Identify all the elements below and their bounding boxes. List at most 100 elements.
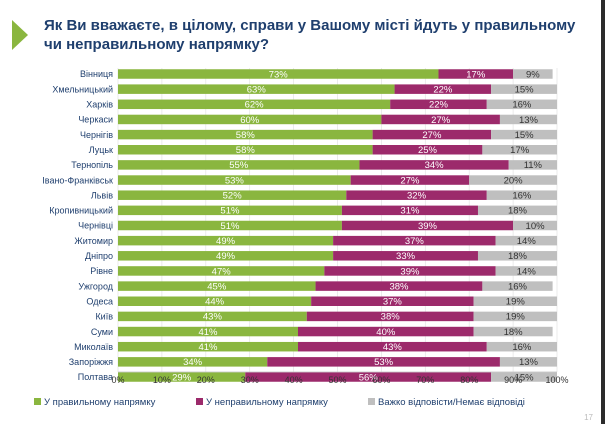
bar-segment [118, 99, 391, 110]
data-label: 17% [466, 69, 486, 80]
data-label: 19% [506, 312, 526, 323]
bar-segment [118, 205, 342, 216]
bar-segment [486, 99, 557, 110]
legend-label: Важко відповісти/Немає відповіді [378, 397, 525, 408]
title-accent-arrow-icon [12, 20, 28, 50]
category-label: Одеса [86, 296, 113, 306]
data-label: 43% [203, 312, 223, 323]
category-label: Запоріжжя [69, 357, 113, 367]
data-label: 16% [512, 191, 532, 202]
data-label: 33% [396, 251, 416, 262]
data-label: 47% [212, 266, 232, 277]
bar-segment [333, 251, 478, 261]
bar-segment [118, 341, 298, 352]
bar-segment [508, 160, 557, 170]
data-label: 37% [383, 297, 403, 308]
data-label: 13% [519, 357, 539, 368]
data-label: 11% [524, 160, 543, 171]
bar-segment [315, 281, 483, 291]
x-tick-label: 90% [504, 375, 522, 385]
category-label: Рівне [90, 266, 113, 276]
data-label: 19% [506, 297, 526, 308]
bar-segment [495, 235, 557, 246]
bar-segment [118, 311, 307, 322]
page-number: 17 [584, 413, 593, 422]
x-tick-label: 100% [545, 375, 568, 385]
data-label: 31% [400, 206, 420, 217]
bar-segment [118, 357, 268, 367]
category-label: Житомир [74, 236, 113, 246]
category-label: Хмельницький [52, 84, 113, 94]
data-label: 39% [400, 266, 420, 277]
data-label: 16% [512, 100, 532, 111]
data-label: 27% [431, 115, 451, 126]
data-label: 34% [183, 357, 203, 368]
category-label: Дніпро [85, 251, 113, 261]
bar-segment [333, 235, 496, 246]
data-label: 16% [508, 281, 528, 292]
bar-segment [495, 266, 557, 276]
bar-segment [491, 129, 557, 140]
category-label: Луцьк [89, 145, 113, 155]
bar-segment [118, 160, 360, 170]
category-label: Кропивницький [49, 206, 113, 216]
bar-segment [118, 114, 382, 125]
data-label: 53% [225, 175, 245, 186]
bar-segment [118, 129, 373, 140]
data-label: 18% [508, 206, 528, 217]
data-label: 9% [526, 69, 540, 80]
data-label: 16% [512, 342, 532, 353]
data-label: 10% [526, 221, 546, 232]
legend-swatch [34, 398, 41, 405]
bar-segment [245, 372, 492, 382]
legend-swatch [196, 398, 203, 405]
data-label: 41% [198, 342, 218, 353]
x-tick-label: 10% [153, 375, 171, 385]
data-label: 45% [207, 281, 227, 292]
data-label: 44% [205, 297, 225, 308]
category-label: Чернівці [78, 221, 113, 231]
bar-segment [372, 145, 483, 155]
category-label: Львів [91, 190, 113, 200]
data-label: 34% [425, 160, 445, 171]
bar-segment [372, 129, 492, 140]
category-label: Вінниця [80, 69, 113, 79]
bar-segment [499, 357, 557, 367]
data-label: 39% [418, 221, 438, 232]
category-label: Харків [86, 100, 113, 110]
bar-segment [297, 326, 474, 337]
bar-segment [118, 326, 298, 337]
data-label: 52% [223, 191, 243, 202]
bar-segment [491, 84, 557, 94]
data-label: 17% [510, 145, 530, 156]
bar-segment [297, 341, 487, 352]
legend-label: У правильному напрямку [44, 397, 156, 408]
data-label: 20% [504, 175, 524, 186]
x-tick-label: 40% [285, 375, 303, 385]
bar-segment [482, 145, 557, 155]
x-tick-label: 30% [241, 375, 259, 385]
data-label: 58% [236, 130, 256, 141]
bar-segment [341, 220, 514, 231]
bar-segment [324, 266, 496, 276]
data-label: 60% [240, 115, 260, 126]
data-label: 53% [374, 357, 394, 368]
bar-segment [390, 99, 487, 110]
bar-segment [118, 251, 334, 261]
x-tick-label: 80% [460, 375, 478, 385]
bar-segment [346, 190, 487, 200]
bar-segment [486, 190, 557, 200]
x-tick-label: 70% [416, 375, 434, 385]
data-label: 25% [418, 145, 438, 156]
bar-segment [473, 311, 557, 322]
bar-segment [381, 114, 500, 125]
x-tick-label: 20% [197, 375, 215, 385]
data-label: 40% [376, 327, 396, 338]
data-label: 51% [220, 221, 240, 232]
data-label: 15% [515, 130, 535, 141]
bar-segment [118, 190, 347, 200]
data-label: 22% [433, 84, 453, 95]
bar-segment [341, 205, 478, 216]
category-label: Івано-Франківськ [42, 175, 113, 185]
